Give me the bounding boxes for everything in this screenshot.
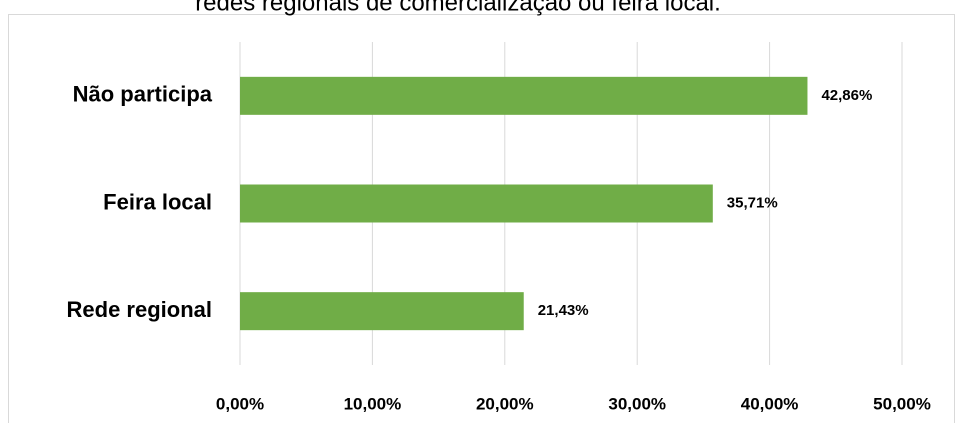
value-label: 42,86% [821, 87, 872, 104]
bar [240, 292, 524, 331]
y-tick-label: Rede regional [67, 297, 212, 322]
value-label: 35,71% [727, 194, 778, 211]
x-tick-label: 20,00% [476, 394, 534, 413]
value-label: 21,43% [538, 302, 589, 319]
x-tick-label: 40,00% [741, 394, 799, 413]
bar [240, 76, 808, 115]
chart-title: redes regionais de comercialização ou fe… [195, 0, 721, 16]
x-tick-label: 10,00% [344, 394, 402, 413]
bar [240, 184, 713, 223]
x-tick-label: 50,00% [873, 394, 931, 413]
x-tick-label: 30,00% [608, 394, 666, 413]
y-tick-label: Não participa [73, 82, 213, 107]
x-tick-label: 0,00% [216, 394, 264, 413]
y-tick-label: Feira local [103, 189, 212, 214]
